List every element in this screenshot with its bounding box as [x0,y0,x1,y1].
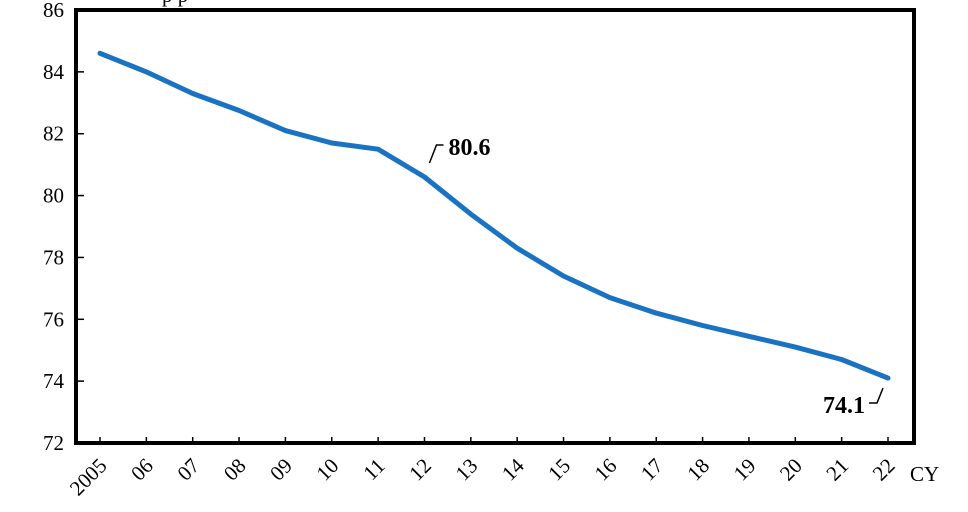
y-tick-label: 82 [43,122,64,146]
y-tick-label: 74 [43,369,65,393]
x-tick-label: 11 [358,454,389,485]
x-axis-title: CY [910,462,939,486]
annotation-leader-line [428,144,444,164]
x-tick-label: 08 [219,454,251,486]
x-tick-label: 17 [636,454,668,486]
plot-area-frame [74,8,916,445]
y-tick-label: 84 [43,60,65,84]
x-tick-label: 06 [126,454,158,486]
series-layer [97,50,891,381]
y-tick-label: 76 [43,307,64,331]
annotation-label: 74.1 [823,393,865,419]
x-tick-label: 22 [868,454,900,486]
x-tick-label: 18 [682,454,714,486]
x-tick-label: 15 [543,454,575,486]
y-tick-label: 86 [43,0,64,22]
x-tick-label: 12 [404,454,436,486]
y-axis: 72 74 76 78 80 82 84 86 [43,0,84,455]
x-axis: 2005 06 07 08 09 10 11 12 13 14 15 16 17 18 19 20 21 22 [65,437,900,500]
x-tick-label: 20 [775,454,807,486]
x-tick-label: 09 [265,454,297,486]
series-line [97,50,891,381]
x-tick-label: 14 [497,453,529,485]
y-tick-label: 78 [43,245,64,269]
x-tick-label: 10 [311,454,343,486]
y-tick-label: 72 [43,431,64,455]
chart-title-fragment: p p [162,0,188,7]
x-tick-label: 2005 [65,454,112,501]
annotation-label: 80.6 [448,135,490,161]
x-tick-label: 07 [172,454,204,486]
x-tick-label: 19 [729,454,761,486]
x-tick-label: 13 [451,454,483,486]
x-tick-label: 21 [821,454,853,486]
annotation-leader-line [869,387,884,404]
y-tick-label: 80 [43,184,64,208]
x-tick-label: 16 [590,454,622,486]
chart-title-fragment-text: p p [162,0,188,7]
annotations: 80.6 74.1 [428,135,884,419]
